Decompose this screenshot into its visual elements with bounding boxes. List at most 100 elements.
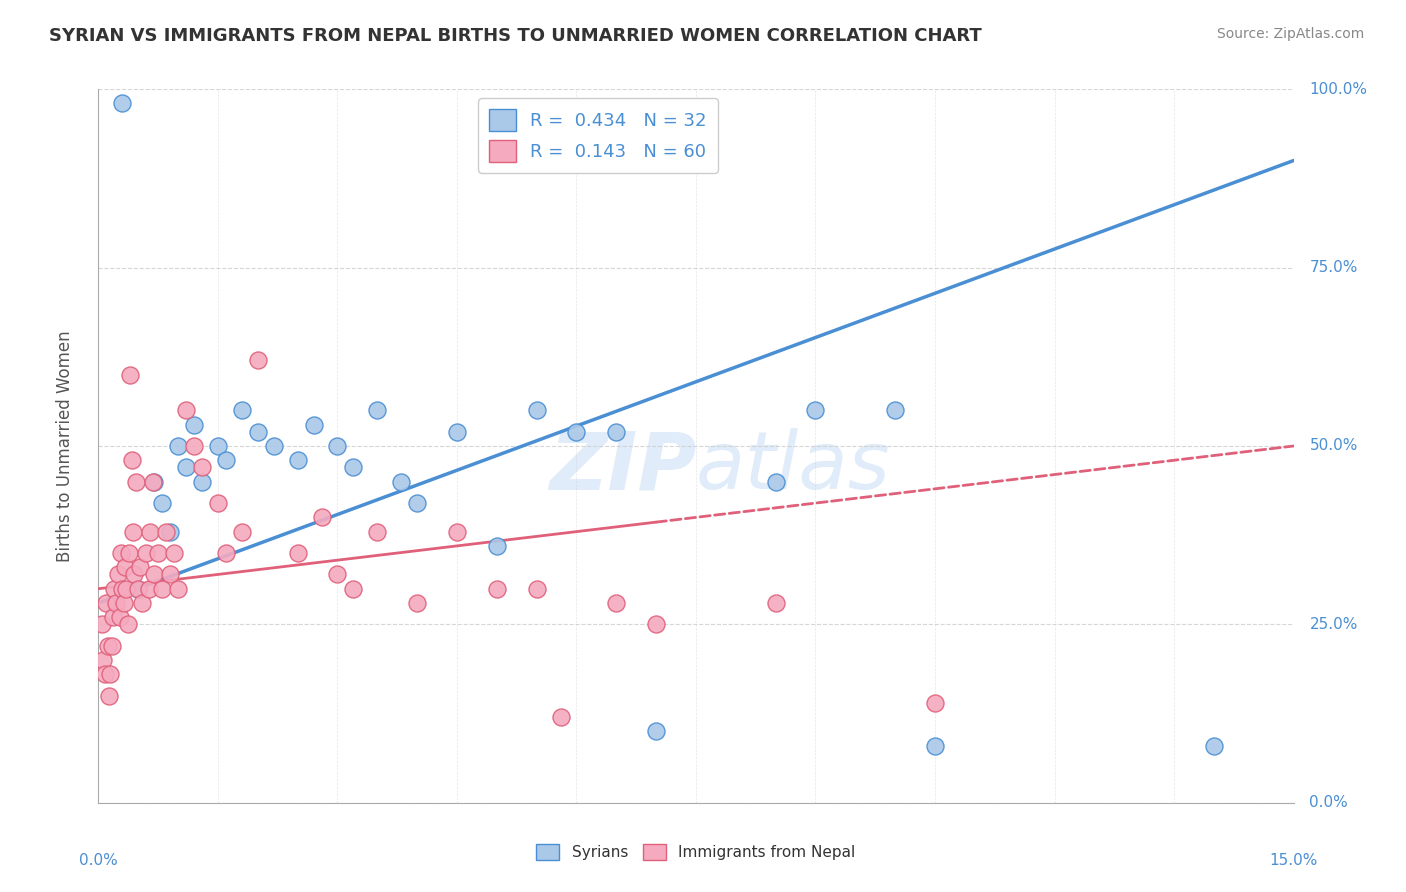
Point — [91, 617, 114, 632]
Point — [167, 582, 190, 596]
Point — [246, 425, 269, 439]
Point — [98, 667, 122, 681]
Point — [143, 475, 166, 489]
Point — [122, 524, 145, 539]
Point — [287, 453, 309, 467]
Point — [246, 353, 269, 368]
Point — [101, 639, 124, 653]
Point — [183, 417, 205, 432]
Point — [191, 460, 214, 475]
Point — [163, 546, 186, 560]
Point — [117, 617, 139, 632]
Point — [191, 475, 214, 489]
Legend: Syrians, Immigrants from Nepal: Syrians, Immigrants from Nepal — [530, 838, 862, 866]
Point — [207, 496, 229, 510]
Point — [142, 475, 165, 489]
Point — [96, 596, 118, 610]
Point — [765, 596, 787, 610]
Point — [804, 403, 827, 417]
Point — [108, 610, 131, 624]
Point — [138, 582, 160, 596]
Point — [135, 546, 157, 560]
Point — [485, 539, 508, 553]
Point — [127, 582, 149, 596]
Point — [446, 524, 468, 539]
Point — [155, 524, 177, 539]
Point — [159, 524, 181, 539]
Point — [97, 689, 120, 703]
Point — [446, 425, 468, 439]
Point — [215, 453, 238, 467]
Point — [183, 439, 205, 453]
Text: 15.0%: 15.0% — [1270, 853, 1317, 868]
Point — [174, 403, 197, 417]
Point — [550, 710, 572, 724]
Point — [765, 475, 787, 489]
Point — [120, 368, 142, 382]
Point — [103, 582, 125, 596]
Text: 50.0%: 50.0% — [1309, 439, 1358, 453]
Point — [1202, 739, 1225, 753]
Point — [97, 639, 120, 653]
Point — [174, 460, 197, 475]
Point — [110, 546, 132, 560]
Point — [326, 439, 349, 453]
Point — [605, 596, 627, 610]
Point — [207, 439, 229, 453]
Text: Source: ZipAtlas.com: Source: ZipAtlas.com — [1216, 27, 1364, 41]
Point — [112, 596, 135, 610]
Point — [104, 596, 127, 610]
Text: SYRIAN VS IMMIGRANTS FROM NEPAL BIRTHS TO UNMARRIED WOMEN CORRELATION CHART: SYRIAN VS IMMIGRANTS FROM NEPAL BIRTHS T… — [49, 27, 981, 45]
Point — [406, 596, 429, 610]
Point — [111, 582, 134, 596]
Point — [114, 560, 136, 574]
Point — [115, 582, 138, 596]
Point — [94, 667, 117, 681]
Point — [884, 403, 907, 417]
Text: 25.0%: 25.0% — [1309, 617, 1358, 632]
Point — [139, 524, 162, 539]
Point — [167, 439, 190, 453]
Point — [128, 560, 150, 574]
Point — [326, 567, 349, 582]
Point — [485, 582, 508, 596]
Point — [366, 403, 388, 417]
Text: 0.0%: 0.0% — [79, 853, 118, 868]
Text: 75.0%: 75.0% — [1309, 260, 1358, 275]
Point — [406, 496, 429, 510]
Point — [131, 596, 153, 610]
Text: 100.0%: 100.0% — [1309, 82, 1368, 96]
Point — [645, 724, 668, 739]
Point — [215, 546, 238, 560]
Point — [366, 524, 388, 539]
Point — [311, 510, 333, 524]
Point — [91, 653, 114, 667]
Point — [121, 453, 143, 467]
Point — [101, 610, 124, 624]
Point — [118, 546, 141, 560]
Point — [342, 582, 364, 596]
Text: ZIP: ZIP — [548, 428, 696, 507]
Point — [150, 582, 173, 596]
Point — [143, 567, 166, 582]
Point — [924, 739, 946, 753]
Point — [605, 425, 627, 439]
Point — [111, 96, 134, 111]
Point — [287, 546, 309, 560]
Point — [924, 696, 946, 710]
Point — [342, 460, 364, 475]
Point — [231, 524, 253, 539]
Point — [263, 439, 285, 453]
Text: 0.0%: 0.0% — [1309, 796, 1348, 810]
Point — [127, 582, 149, 596]
Point — [389, 475, 412, 489]
Point — [125, 475, 148, 489]
Point — [159, 567, 181, 582]
Text: atlas: atlas — [696, 428, 891, 507]
Point — [148, 546, 170, 560]
Point — [565, 425, 588, 439]
Point — [107, 567, 129, 582]
Point — [526, 582, 548, 596]
Point — [526, 403, 548, 417]
Point — [124, 567, 146, 582]
